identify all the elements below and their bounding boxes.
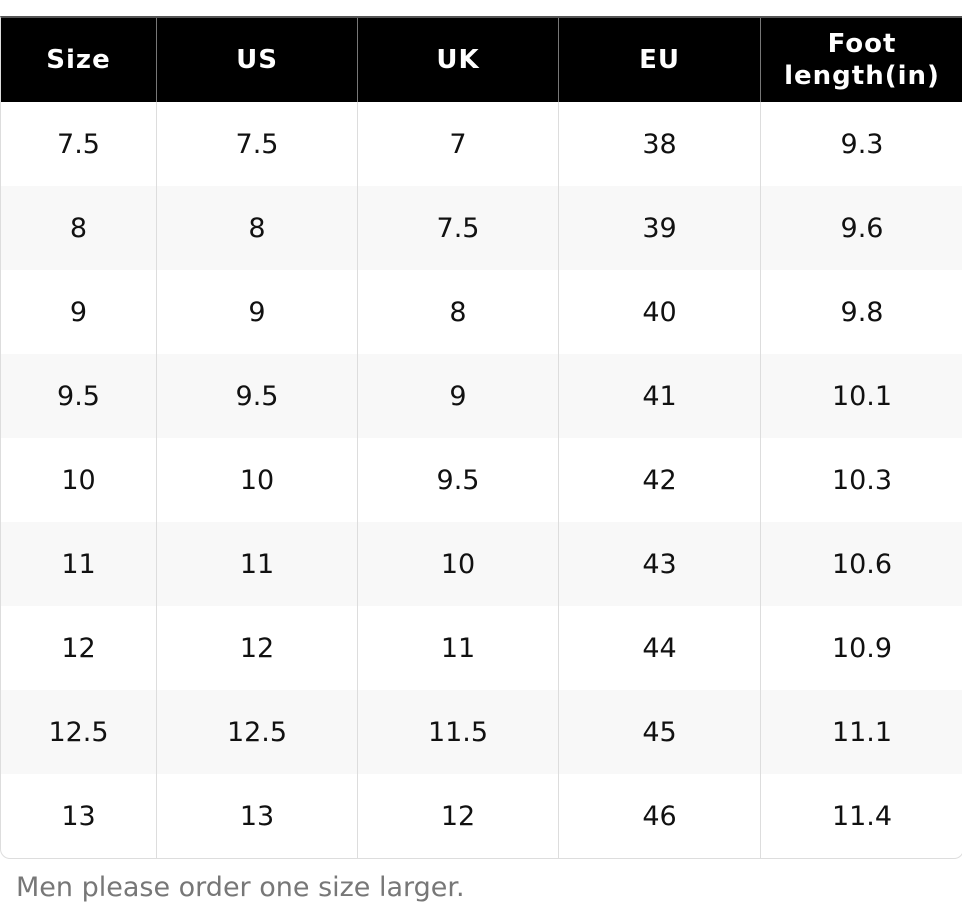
table-row: 12.5 12.5 11.5 45 11.1 — [1, 690, 962, 774]
table-cell: 10 — [156, 438, 357, 522]
header-cell: Foot length(in) — [760, 18, 962, 102]
table-cell: 7.5 — [57, 128, 100, 160]
table-cell: 39 — [558, 186, 760, 270]
table-cell: 11 — [357, 606, 558, 690]
table-cell: 9.6 — [760, 186, 962, 270]
table-cell: 9.5 — [1, 354, 156, 438]
table-cell: 7.5 — [357, 186, 558, 270]
header-cell: UK — [357, 18, 558, 102]
table-cell: 11 — [156, 522, 357, 606]
table-cell: 10.6 — [760, 522, 962, 606]
header-cell: US — [156, 18, 357, 102]
table-cell: 45 — [558, 690, 760, 774]
table-cell: 46 — [558, 774, 760, 858]
table-row: 9.5 9.5 9 41 10.1 — [1, 354, 962, 438]
table-cell: 9.8 — [760, 270, 962, 354]
table-cell: 12 — [357, 774, 558, 858]
table-row: 10 10 9.5 42 10.3 — [1, 438, 962, 522]
table-row: 8 8 7.5 39 9.6 — [1, 186, 962, 270]
table-row: 9 9 8 40 9.8 — [1, 270, 962, 354]
table-cell: 9.3 — [760, 102, 962, 186]
size-table: Size US UK EU Foot length(in) 7.5 7.5 7 38 9.3 8 8… — [0, 16, 962, 859]
table-row: 11 11 10 43 10.6 — [1, 522, 962, 606]
table-cell: 10.9 — [760, 606, 962, 690]
table-cell: 10.3 — [760, 438, 962, 522]
table-cell: 7.5 — [156, 102, 357, 186]
table-cell: 12.5 — [1, 690, 156, 774]
table-cell: 42 — [558, 438, 760, 522]
table-cell: 38 — [558, 102, 760, 186]
table-cell: 8 — [156, 186, 357, 270]
table-cell: 43 — [558, 522, 760, 606]
table-cell: 11.1 — [760, 690, 962, 774]
table-cell: 11.4 — [760, 774, 962, 858]
table-cell: 9.5 — [156, 354, 357, 438]
table-cell: 12 — [61, 632, 96, 664]
table-cell: 10 — [357, 522, 558, 606]
table-cell: 11.5 — [357, 690, 558, 774]
table-cell: 40 — [558, 270, 760, 354]
table-cell: 9 — [69, 296, 88, 328]
table-cell: 10 — [61, 464, 96, 496]
table-cell: 7 — [357, 102, 558, 186]
header-cell: Size — [1, 18, 156, 102]
table-row: 12 12 11 44 10.9 — [1, 606, 962, 690]
size-chart: Size US UK EU Foot length(in) 7.5 7.5 7 38 9.3 8 8… — [0, 16, 962, 859]
table-row: 7.5 7.5 7 38 9.3 — [1, 102, 962, 186]
table-cell: 9 — [156, 270, 357, 354]
header-cell: EU — [558, 18, 760, 102]
table-cell: 9 — [357, 354, 558, 438]
table-cell: 11 — [1, 522, 156, 606]
table-body: 7.5 7.5 7 38 9.3 8 8 7.5 39 9.6 9 9 8 40 9.8 9.5 9.5 9 41 1… — [1, 102, 962, 858]
table-cell: 13 — [156, 774, 357, 858]
header-row: Size US UK EU Foot length(in) — [1, 18, 962, 102]
table-row: 13 13 12 46 11.4 — [1, 774, 962, 858]
table-cell: 44 — [558, 606, 760, 690]
table-cell: 41 — [558, 354, 760, 438]
table-cell: 9.5 — [357, 438, 558, 522]
table-cell: 10.1 — [760, 354, 962, 438]
table-cell: 13 — [61, 800, 96, 832]
table-cell: 12 — [156, 606, 357, 690]
table-cell: 8 — [1, 186, 156, 270]
note: Men please order one size larger. — [16, 872, 465, 903]
table-cell: 12.5 — [156, 690, 357, 774]
table-cell: 8 — [357, 270, 558, 354]
